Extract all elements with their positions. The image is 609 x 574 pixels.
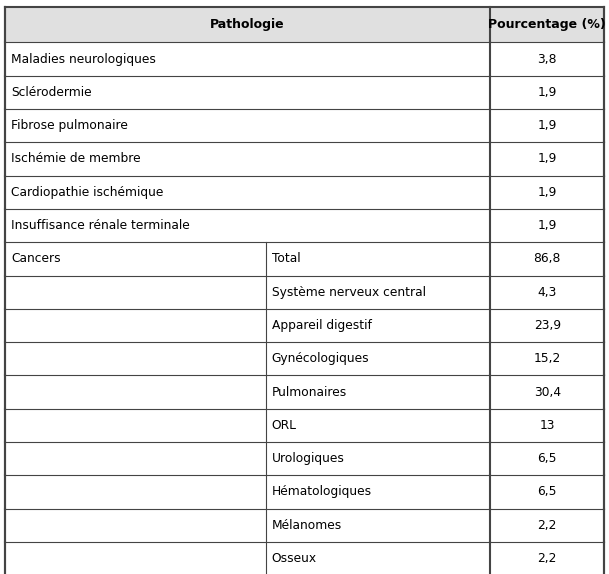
Text: 6,5: 6,5	[538, 486, 557, 498]
Text: Sclérodermie: Sclérodermie	[11, 86, 91, 99]
Text: 6,5: 6,5	[538, 452, 557, 465]
Bar	[5, 7, 604, 42]
Bar	[5, 276, 604, 309]
Text: Total: Total	[272, 253, 300, 265]
Text: 1,9: 1,9	[538, 119, 557, 132]
Bar	[5, 375, 604, 409]
Text: 15,2: 15,2	[533, 352, 561, 365]
Text: 13: 13	[540, 419, 555, 432]
Text: Pourcentage (%): Pourcentage (%)	[488, 18, 606, 31]
Text: Cardiopathie ischémique: Cardiopathie ischémique	[11, 186, 163, 199]
Bar	[5, 509, 604, 542]
Text: 2,2: 2,2	[538, 552, 557, 565]
Bar	[5, 442, 604, 475]
Text: Système nerveux central: Système nerveux central	[272, 286, 426, 298]
Bar	[5, 342, 604, 375]
Bar	[5, 475, 604, 509]
Text: 2,2: 2,2	[538, 519, 557, 532]
Text: Insuffisance rénale terminale: Insuffisance rénale terminale	[11, 219, 190, 232]
Bar	[5, 109, 604, 142]
Bar	[5, 176, 604, 209]
Text: 4,3: 4,3	[538, 286, 557, 298]
Text: 3,8: 3,8	[538, 53, 557, 65]
Text: Hématologiques: Hématologiques	[272, 486, 371, 498]
Bar	[5, 309, 604, 342]
Text: Pulmonaires: Pulmonaires	[272, 386, 347, 398]
Text: Osseux: Osseux	[272, 552, 317, 565]
Bar	[5, 409, 604, 442]
Text: Mélanomes: Mélanomes	[272, 519, 342, 532]
Text: Fibrose pulmonaire: Fibrose pulmonaire	[11, 119, 128, 132]
Text: 23,9: 23,9	[533, 319, 561, 332]
Text: Gynécologiques: Gynécologiques	[272, 352, 369, 365]
Text: Ischémie de membre: Ischémie de membre	[11, 153, 141, 165]
Bar	[5, 76, 604, 109]
Text: Pathologie: Pathologie	[210, 18, 285, 31]
Text: Urologiques: Urologiques	[272, 452, 345, 465]
Text: Appareil digestif: Appareil digestif	[272, 319, 371, 332]
Text: 1,9: 1,9	[538, 153, 557, 165]
Text: 1,9: 1,9	[538, 186, 557, 199]
Bar	[5, 209, 604, 242]
Text: 86,8: 86,8	[533, 253, 561, 265]
Bar	[5, 542, 604, 574]
Text: ORL: ORL	[272, 419, 297, 432]
Text: 30,4: 30,4	[533, 386, 561, 398]
Text: 1,9: 1,9	[538, 219, 557, 232]
Bar	[5, 42, 604, 76]
Bar	[5, 142, 604, 176]
Text: 1,9: 1,9	[538, 86, 557, 99]
Bar	[5, 242, 604, 276]
Text: Maladies neurologiques: Maladies neurologiques	[11, 53, 156, 65]
Text: Cancers: Cancers	[11, 253, 60, 265]
